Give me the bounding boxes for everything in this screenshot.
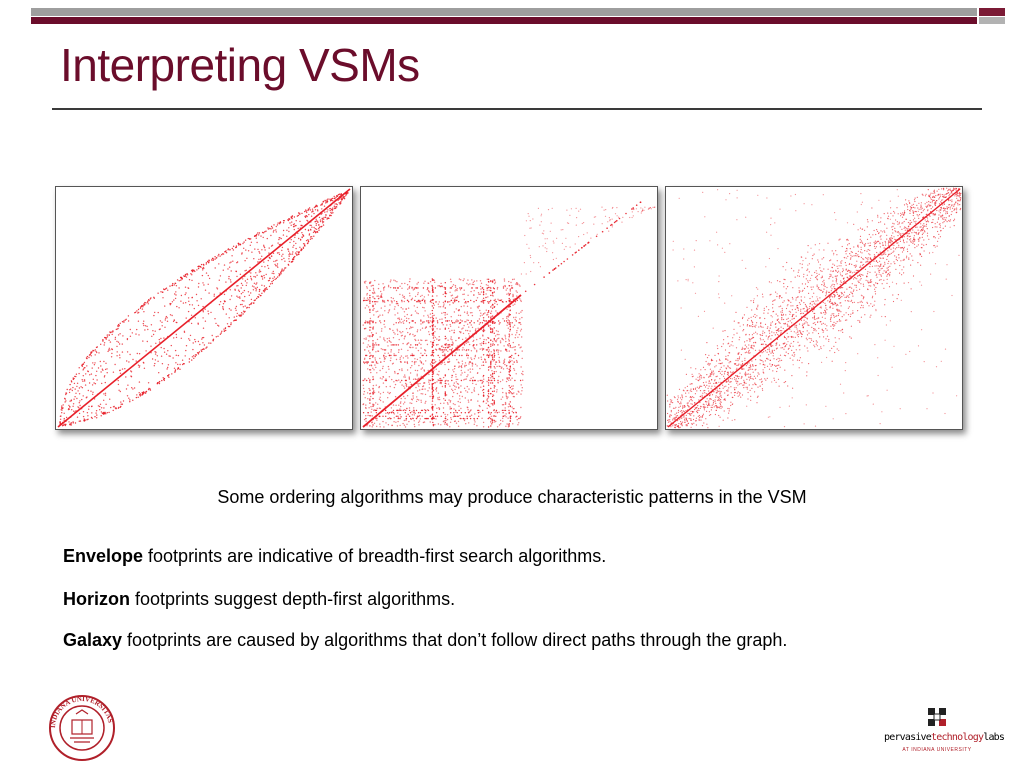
pervasive-technology-labs-logo-icon: pervasivetechnologylabs AT INDIANA UNIVE… bbox=[884, 700, 1005, 760]
galaxy-text: footprints are caused by algorithms that… bbox=[122, 630, 788, 650]
corner-maroon bbox=[979, 8, 1005, 16]
indiana-university-seal-icon: INDIANA UNIVERSITAS bbox=[48, 694, 116, 762]
header-maroon-stripe bbox=[31, 17, 977, 24]
horizon-text: footprints suggest depth-first algorithm… bbox=[130, 589, 456, 609]
caption-text: Some ordering algorithms may produce cha… bbox=[217, 487, 807, 507]
ptl-word-technology: technology bbox=[931, 732, 984, 743]
horizon-footprint-image bbox=[360, 186, 658, 430]
corner-gray bbox=[979, 17, 1005, 24]
ptl-mark-icon bbox=[928, 708, 946, 726]
envelope-footprint-image bbox=[55, 186, 353, 430]
ptl-word-pervasive: pervasive bbox=[884, 732, 932, 743]
galaxy-vsm-plot-icon bbox=[666, 187, 962, 429]
horizon-vsm-plot-icon bbox=[362, 201, 656, 428]
ptl-subtitle: AT INDIANA UNIVERSITY bbox=[902, 747, 972, 753]
envelope-term: Envelope bbox=[63, 546, 144, 566]
envelope-text: footprints are indicative of breadth-fir… bbox=[143, 546, 607, 566]
slide-title: Interpreting VSMs bbox=[60, 39, 420, 91]
horizon-term: Horizon bbox=[63, 589, 130, 609]
galaxy-footprint-image bbox=[665, 186, 963, 430]
horizon-line: Horizon footprints suggest depth-first a… bbox=[63, 589, 455, 610]
header-corner-block bbox=[979, 8, 1005, 24]
ptl-wordmark: pervasivetechnologylabs bbox=[884, 732, 1005, 743]
galaxy-line: Galaxy footprints are caused by algorith… bbox=[63, 630, 787, 651]
header-gray-stripe bbox=[31, 8, 977, 16]
galaxy-term: Galaxy bbox=[63, 630, 123, 650]
title-rule bbox=[52, 108, 982, 110]
envelope-vsm-plot-icon bbox=[57, 188, 351, 428]
envelope-line: Envelope footprints are indicative of br… bbox=[63, 546, 606, 567]
ptl-word-labs: labs bbox=[983, 732, 1005, 743]
header-bar bbox=[31, 8, 977, 24]
